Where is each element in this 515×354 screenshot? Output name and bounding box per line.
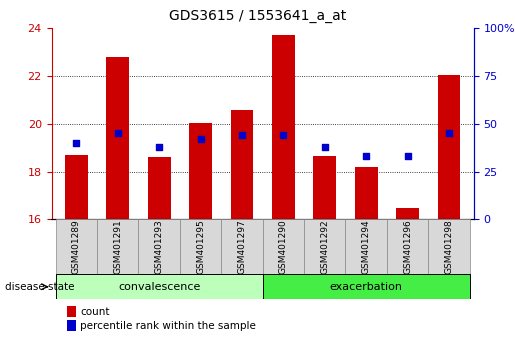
FancyBboxPatch shape xyxy=(346,219,387,274)
Bar xyxy=(438,75,460,219)
Bar xyxy=(107,57,129,219)
Point xyxy=(72,140,80,146)
Bar xyxy=(272,35,295,219)
Text: GSM401296: GSM401296 xyxy=(403,219,412,274)
FancyBboxPatch shape xyxy=(180,219,221,274)
Text: percentile rank within the sample: percentile rank within the sample xyxy=(80,321,256,331)
FancyBboxPatch shape xyxy=(56,274,263,299)
Bar xyxy=(65,155,88,219)
Point xyxy=(321,144,329,150)
Point xyxy=(279,132,287,138)
Text: GSM401290: GSM401290 xyxy=(279,219,288,274)
Text: GSM401297: GSM401297 xyxy=(237,219,247,274)
Text: convalescence: convalescence xyxy=(118,282,200,292)
Point xyxy=(403,154,411,159)
Point xyxy=(114,131,122,136)
Point xyxy=(155,144,163,150)
Bar xyxy=(313,156,336,219)
Text: GSM401294: GSM401294 xyxy=(362,219,371,274)
FancyBboxPatch shape xyxy=(428,219,470,274)
Point xyxy=(362,154,370,159)
Bar xyxy=(148,157,170,219)
FancyBboxPatch shape xyxy=(263,274,470,299)
FancyBboxPatch shape xyxy=(387,219,428,274)
Text: GSM401298: GSM401298 xyxy=(444,219,454,274)
Text: disease state: disease state xyxy=(5,282,75,292)
Bar xyxy=(396,207,419,219)
FancyBboxPatch shape xyxy=(97,219,139,274)
Point xyxy=(238,132,246,138)
FancyBboxPatch shape xyxy=(56,219,97,274)
FancyBboxPatch shape xyxy=(263,219,304,274)
FancyBboxPatch shape xyxy=(139,219,180,274)
Bar xyxy=(231,109,253,219)
Text: GSM401289: GSM401289 xyxy=(72,219,81,274)
Bar xyxy=(355,167,377,219)
Text: GSM401292: GSM401292 xyxy=(320,219,329,274)
Text: GSM401291: GSM401291 xyxy=(113,219,122,274)
Text: GDS3615 / 1553641_a_at: GDS3615 / 1553641_a_at xyxy=(169,9,346,23)
FancyBboxPatch shape xyxy=(221,219,263,274)
Text: exacerbation: exacerbation xyxy=(330,282,403,292)
Point xyxy=(445,131,453,136)
FancyBboxPatch shape xyxy=(304,219,346,274)
Point xyxy=(196,136,204,142)
Text: count: count xyxy=(80,307,110,316)
Text: GSM401295: GSM401295 xyxy=(196,219,205,274)
Text: GSM401293: GSM401293 xyxy=(154,219,164,274)
Bar xyxy=(189,123,212,219)
